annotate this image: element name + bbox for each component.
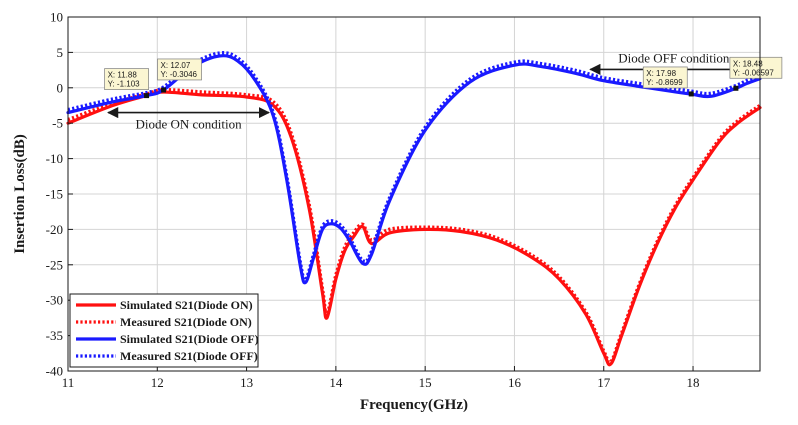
datatip-x-label: X: 12.07 [161,61,191,70]
x-tick-label: 13 [240,375,253,390]
x-tick-label: 14 [329,375,343,390]
datatip-box [157,58,202,81]
x-tick-label: 12 [151,375,164,390]
y-axis-label: Insertion Loss(dB) [12,134,28,254]
annotation-label: Diode ON condition [135,117,242,132]
y-tick-label: 10 [50,10,63,25]
datatip-box [642,66,688,89]
legend-label: Measured S21(Diode OFF) [120,349,258,363]
y-tick-label: -30 [46,293,63,308]
legend-label: Simulated S21(Diode OFF) [120,332,259,346]
datatip-box [729,56,783,79]
datatip-marker [733,85,739,91]
x-tick-label: 18 [687,375,700,390]
x-tick-label: 15 [419,375,432,390]
legend: Simulated S21(Diode ON) Measured S21(Diod… [69,293,259,368]
y-tick-label: -15 [46,187,63,202]
datatip-box [104,68,149,90]
y-tick-label: -20 [46,222,63,237]
datatip-x-label: X: 17.98 [646,69,676,78]
datatip-y-label: Y: -1.103 [108,80,141,89]
y-ticks: 10 5 0 -5 -10 -15 -20 -25 -30 -35 -40 [46,10,73,379]
annotation-label: Diode OFF condition [618,50,730,65]
y-tick-label: 0 [57,80,64,95]
datatip-marker [144,93,150,99]
datatips-group: X: 11.88Y: -1.103 X: 12.07Y: -0.3046 X: 17… [104,56,783,99]
x-ticks: 11 12 13 14 15 16 17 18 [62,366,700,390]
datatip-y-label: Y: -0.8699 [646,78,683,87]
legend-label: Simulated S21(Diode ON) [120,298,253,312]
y-tick-label: -5 [52,116,63,131]
y-tick-label: -40 [46,364,63,379]
y-tick-label: -35 [46,328,63,343]
x-tick-label: 16 [508,375,522,390]
datatip-y-label: Y: -0.06597 [733,68,774,77]
series-line-measured-s21-diode-off [67,51,761,282]
series-line-measured-s21-diode-on [67,88,762,365]
datatip-y-label: Y: -0.3046 [161,70,198,79]
datatip-x-label: X: 11.88 [108,71,138,80]
x-axis-label: Frequency(GHz) [360,397,468,413]
annotations-group: Diode ON condition Diode OFF condition [107,50,759,132]
y-tick-label: 5 [57,45,64,60]
legend-label: Measured S21(Diode ON) [120,315,252,329]
y-tick-label: -10 [46,151,63,166]
y-tick-label: -25 [46,257,63,272]
datatip-x-label: X: 18.48 [733,59,763,68]
x-tick-label: 11 [62,375,75,390]
datatip-marker [161,87,167,93]
datatip-marker [688,91,694,97]
series-group [66,51,762,367]
x-tick-label: 17 [597,375,611,390]
